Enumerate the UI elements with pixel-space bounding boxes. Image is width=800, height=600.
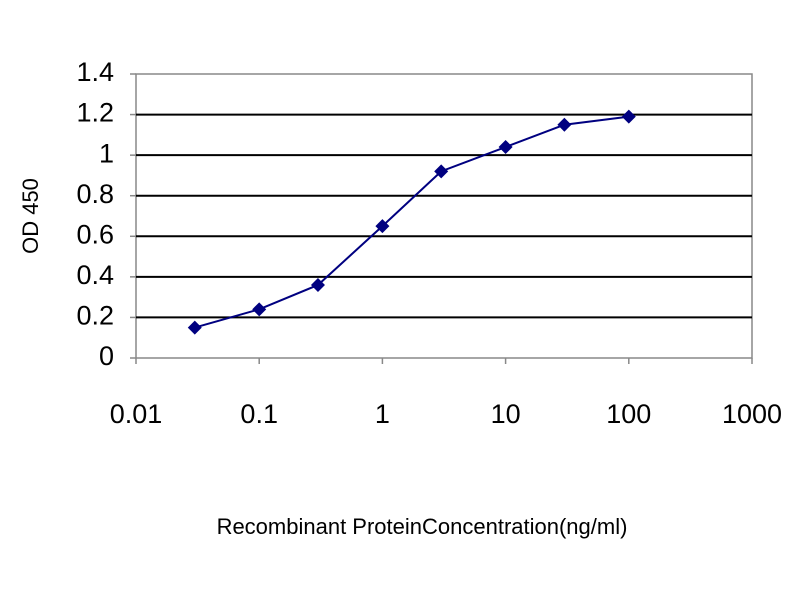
y-tick-label: 0 [99, 341, 114, 371]
point-marker [187, 320, 202, 335]
point-marker [498, 140, 513, 155]
y-axis-title: OD 450 [18, 178, 43, 254]
x-tick-label: 1 [375, 399, 390, 429]
y-tick-label: 1.4 [76, 57, 114, 87]
x-axis-title: Recombinant ProteinConcentration(ng/ml) [217, 514, 628, 539]
point-marker [434, 164, 449, 179]
x-tick-label: 0.1 [240, 399, 278, 429]
x-tick-label: 0.01 [110, 399, 163, 429]
series-line [194, 115, 629, 329]
point-marker [557, 117, 572, 132]
point-marker [375, 219, 390, 234]
y-tick-label: 0.2 [76, 301, 114, 331]
x-tick-label: 100 [606, 399, 651, 429]
y-tick-label: 0.8 [76, 179, 114, 209]
y-tick-label: 1 [99, 138, 114, 168]
y-tick-label: 0.4 [76, 260, 114, 290]
point-marker [252, 302, 267, 317]
point-marker [621, 109, 636, 124]
point-marker [310, 277, 325, 292]
x-tick-label: 10 [491, 399, 521, 429]
y-tick-label: 1.2 [76, 98, 114, 128]
x-tick-label: 1000 [722, 399, 782, 429]
y-tick-label: 0.6 [76, 219, 114, 249]
plot-area [135, 73, 753, 359]
